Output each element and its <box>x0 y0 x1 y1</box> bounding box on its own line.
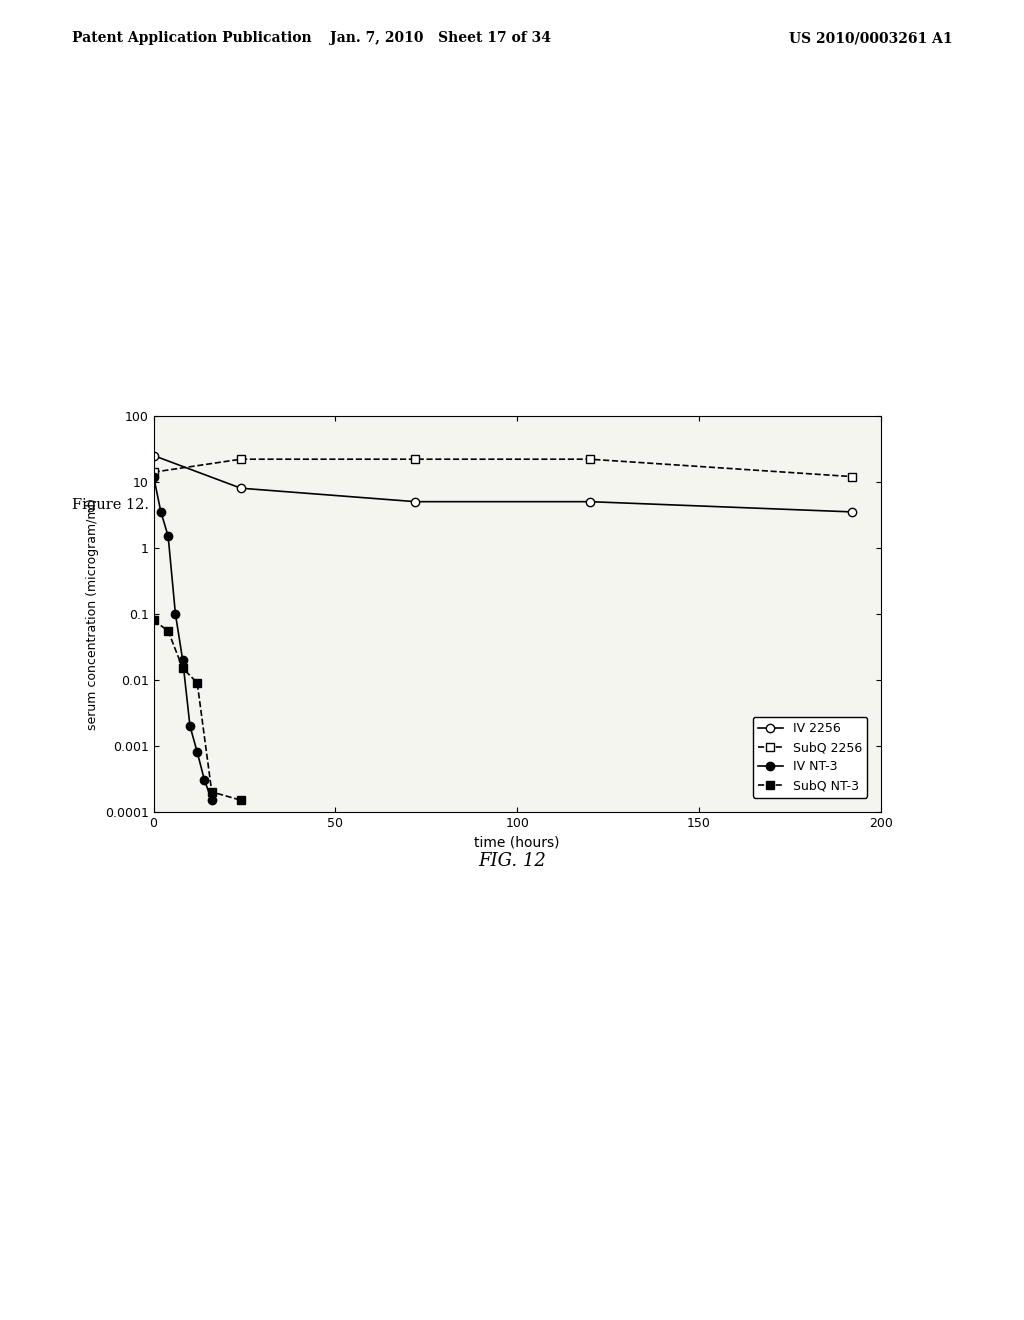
Y-axis label: serum concentration (microgram/ml): serum concentration (microgram/ml) <box>86 498 99 730</box>
SubQ NT-3 <box>234 792 247 808</box>
IV NT-3 <box>147 469 160 484</box>
SubQ 2256 <box>410 451 422 467</box>
SubQ NT-3 <box>206 784 218 800</box>
IV NT-3 <box>199 772 211 788</box>
Text: Jan. 7, 2010   Sheet 17 of 34: Jan. 7, 2010 Sheet 17 of 34 <box>330 32 551 45</box>
IV NT-3 <box>184 718 197 734</box>
Text: US 2010/0003261 A1: US 2010/0003261 A1 <box>788 32 952 45</box>
X-axis label: time (hours): time (hours) <box>474 836 560 849</box>
SubQ NT-3 <box>147 612 160 628</box>
SubQ NT-3 <box>162 623 174 639</box>
Text: Figure 12.: Figure 12. <box>72 498 148 512</box>
Text: FIG. 12: FIG. 12 <box>478 853 546 870</box>
SubQ 2256 <box>234 451 247 467</box>
Line: IV 2256: IV 2256 <box>150 451 856 516</box>
IV 2256 <box>234 480 247 496</box>
SubQ 2256 <box>846 469 858 484</box>
SubQ NT-3 <box>191 675 204 690</box>
Line: SubQ 2256: SubQ 2256 <box>150 455 856 480</box>
IV 2256 <box>410 494 422 510</box>
IV NT-3 <box>169 606 181 622</box>
IV 2256 <box>147 447 160 463</box>
Text: Patent Application Publication: Patent Application Publication <box>72 32 311 45</box>
SubQ 2256 <box>584 451 596 467</box>
Text: trkC agonist Mabs have improved half-life and bioavailability in vivo: trkC agonist Mabs have improved half-lif… <box>166 498 665 512</box>
IV NT-3 <box>155 504 167 520</box>
Line: IV NT-3: IV NT-3 <box>150 473 216 804</box>
IV NT-3 <box>176 652 188 668</box>
Legend: IV 2256, SubQ 2256, IV NT-3, SubQ NT-3: IV 2256, SubQ 2256, IV NT-3, SubQ NT-3 <box>753 717 867 797</box>
IV NT-3 <box>162 528 174 544</box>
SubQ NT-3 <box>176 660 188 676</box>
IV 2256 <box>846 504 858 520</box>
Line: SubQ NT-3: SubQ NT-3 <box>150 616 245 804</box>
IV NT-3 <box>191 744 204 760</box>
SubQ 2256 <box>147 465 160 480</box>
IV NT-3 <box>206 792 218 808</box>
IV 2256 <box>584 494 596 510</box>
